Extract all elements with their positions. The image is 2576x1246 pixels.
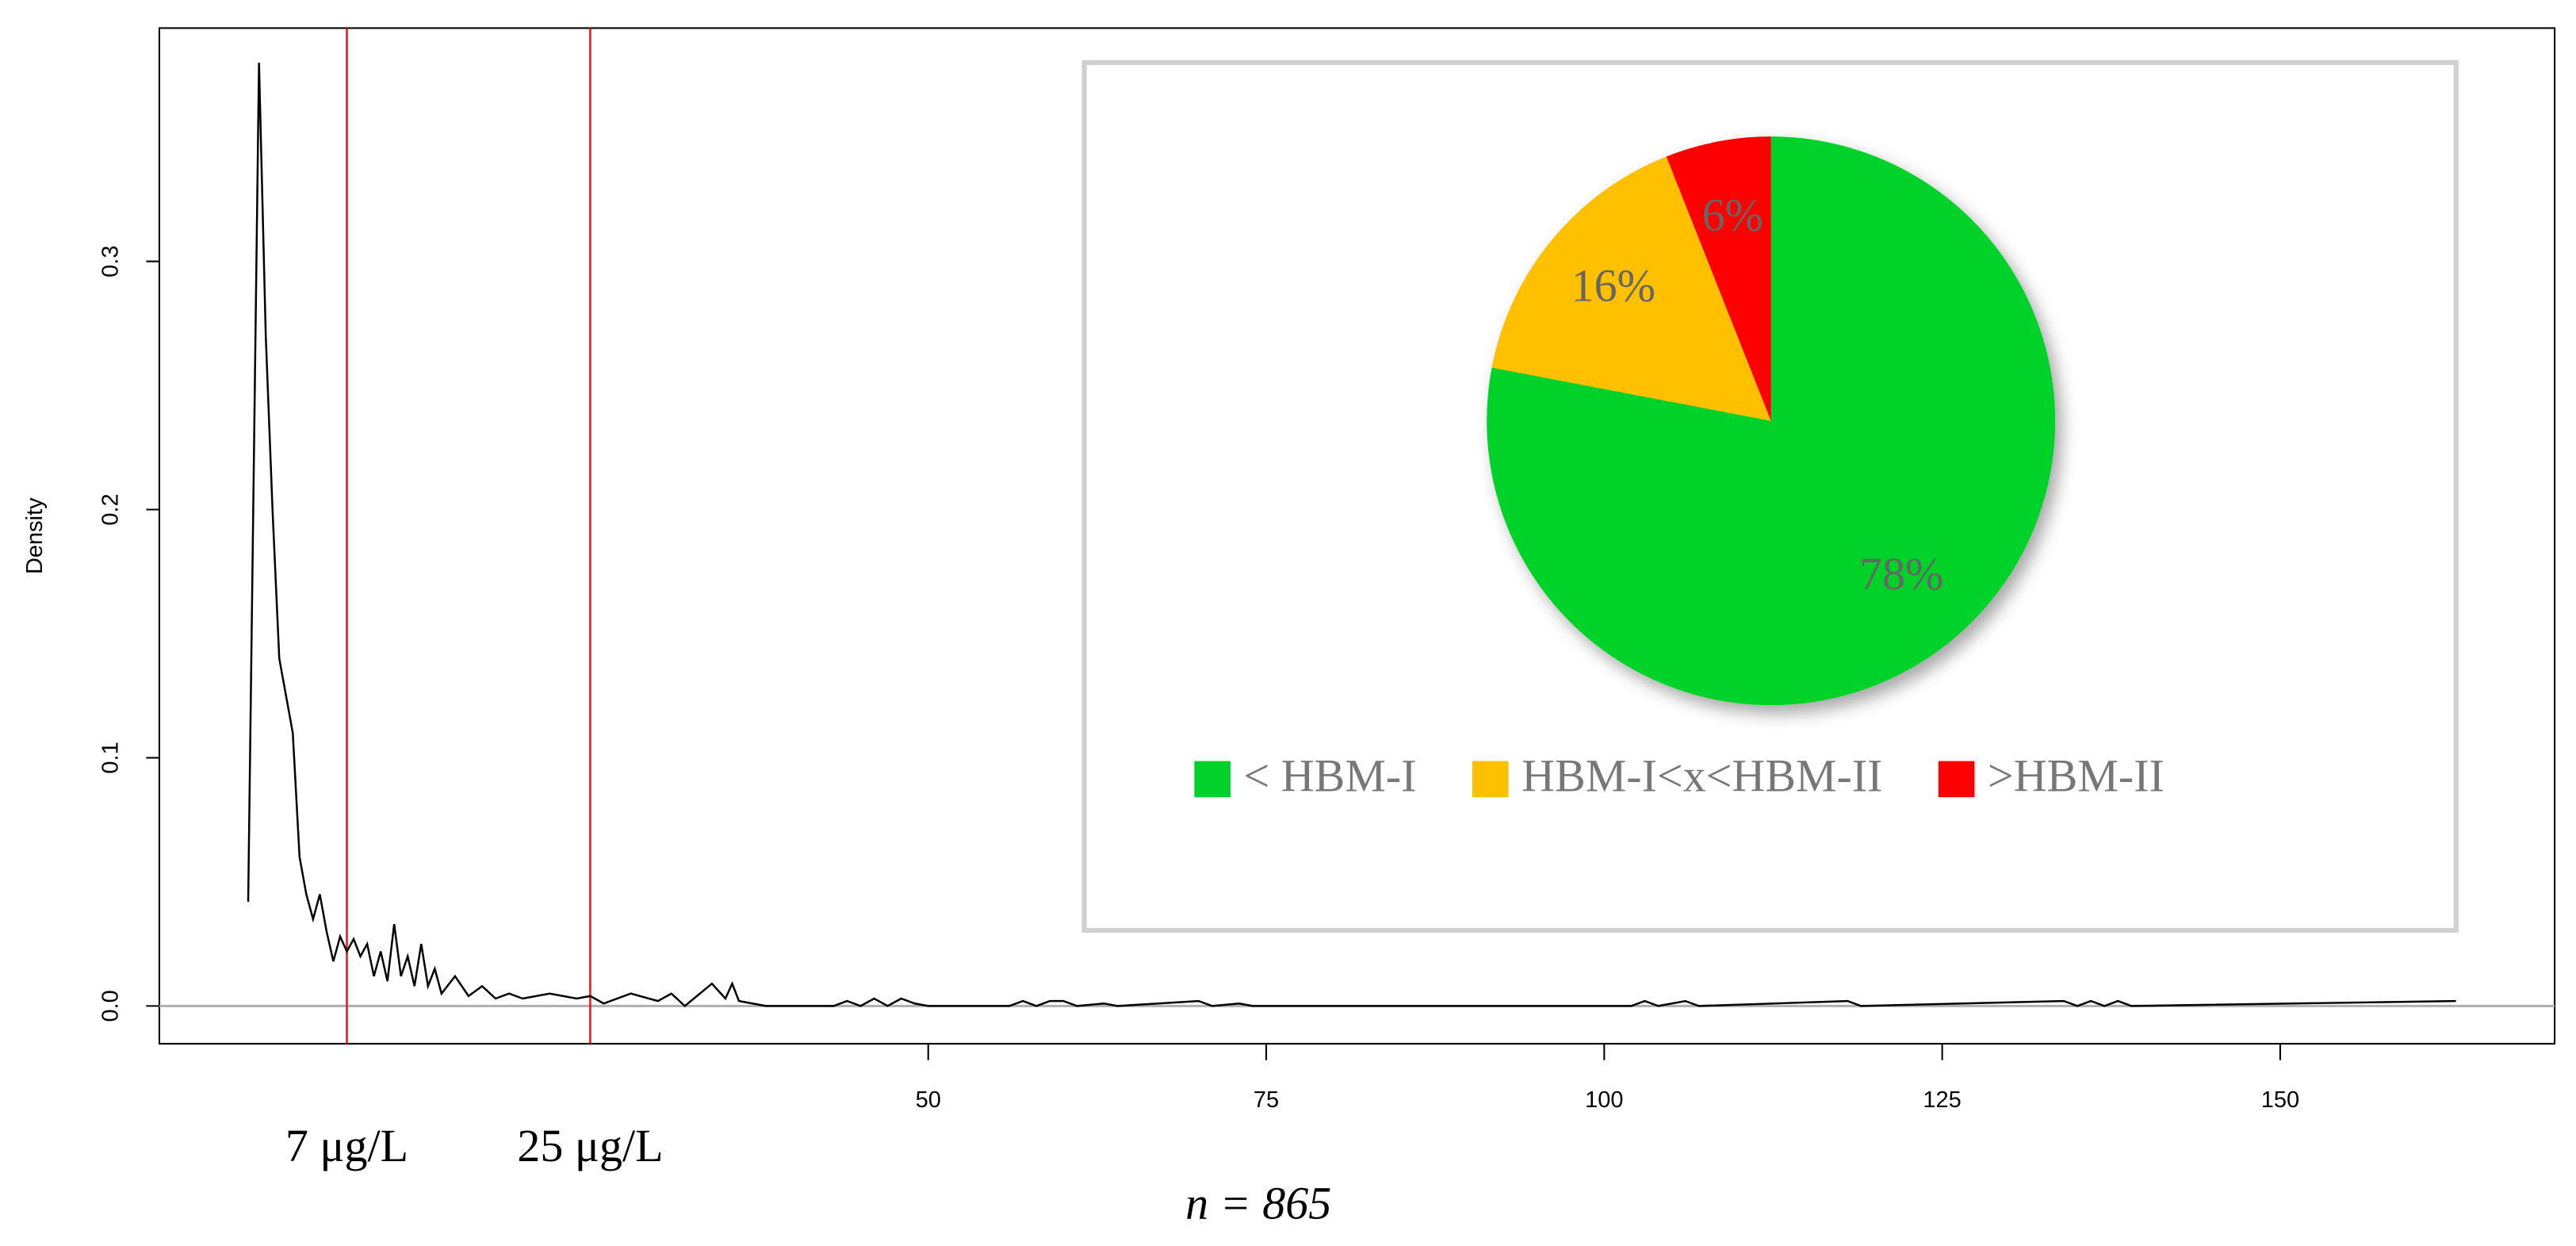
threshold-label: 25 μg/L — [517, 1120, 663, 1171]
y-tick-label: 0.0 — [98, 990, 124, 1022]
plot-frame — [158, 27, 2556, 1045]
y-tick-label: 0.2 — [98, 493, 124, 525]
pie-slice — [1487, 136, 2056, 706]
y-tick-label: 0.1 — [98, 742, 124, 773]
slice-label: 16% — [1571, 259, 1655, 311]
x-tick-label: 125 — [1923, 1087, 1961, 1113]
pie-slice — [1491, 156, 1771, 421]
legend-label: < HBM-I — [1244, 750, 1417, 802]
slice-label: 78% — [1859, 548, 1943, 600]
pie — [1487, 136, 2056, 706]
threshold-label: 7 μg/L — [285, 1120, 408, 1171]
x-tick-label: 50 — [916, 1087, 941, 1113]
y-tick-label: 0.3 — [98, 245, 124, 277]
legend-label: >HBM-II — [1988, 750, 2165, 802]
x-axis-label: n = 865 — [1185, 1177, 1331, 1229]
legend-swatch — [1938, 761, 1975, 798]
x-tick-label: 150 — [2261, 1087, 2299, 1113]
density-line — [247, 63, 2456, 1008]
x-tick-label: 75 — [1254, 1087, 1279, 1113]
x-tick-label: 100 — [1585, 1087, 1623, 1113]
legend-swatch — [1194, 761, 1231, 798]
pie-slice — [1666, 136, 1771, 421]
legend-label: HBM-I<x<HBM-II — [1521, 750, 1882, 802]
y-axis-label: Density — [22, 497, 48, 574]
slice-label: 6% — [1702, 189, 1763, 240]
legend-swatch — [1472, 761, 1509, 798]
